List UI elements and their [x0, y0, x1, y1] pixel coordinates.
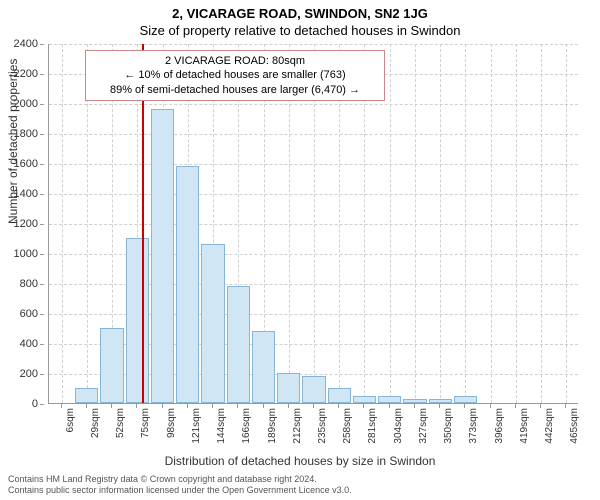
y-tick-label: 200 — [20, 368, 38, 380]
y-tick-label: 2200 — [14, 68, 38, 80]
y-tick-label: 800 — [20, 278, 38, 290]
page-title: 2, VICARAGE ROAD, SWINDON, SN2 1JG — [0, 0, 600, 21]
x-tick-label: 29sqm — [90, 408, 101, 438]
chart-area: 2 VICARAGE ROAD: 80sqm← 10% of detached … — [48, 44, 578, 404]
x-tick-label: 212sqm — [292, 408, 303, 444]
chart-subtitle: Size of property relative to detached ho… — [0, 21, 600, 38]
plot-region: 2 VICARAGE ROAD: 80sqm← 10% of detached … — [48, 44, 578, 404]
x-tick-label: 327sqm — [418, 408, 429, 444]
histogram-bar — [126, 238, 149, 403]
annotation-line: 2 VICARAGE ROAD: 80sqm — [92, 54, 378, 68]
x-tick-label: 465sqm — [569, 408, 580, 444]
y-tick-label: 1600 — [14, 158, 38, 170]
y-tick-label: 1000 — [14, 248, 38, 260]
x-tick-label: 52sqm — [115, 408, 126, 438]
footer-line2: Contains public sector information licen… — [8, 485, 352, 496]
y-tick-label: 1200 — [14, 218, 38, 230]
x-tick-label: 304sqm — [393, 408, 404, 444]
footer-attribution: Contains HM Land Registry data © Crown c… — [8, 474, 352, 496]
histogram-bar — [227, 286, 250, 403]
x-tick-label: 235sqm — [317, 408, 328, 444]
histogram-bar — [403, 399, 426, 404]
x-tick-label: 350sqm — [443, 408, 454, 444]
y-tick-label: 600 — [20, 308, 38, 320]
x-tick-label: 98sqm — [166, 408, 177, 438]
x-tick-label: 144sqm — [216, 408, 227, 444]
x-tick-label: 373sqm — [468, 408, 479, 444]
x-tick-label: 396sqm — [494, 408, 505, 444]
histogram-bar — [429, 399, 452, 404]
y-tick-label: 400 — [20, 338, 38, 350]
x-axis-label: Distribution of detached houses by size … — [0, 454, 600, 468]
x-tick-label: 75sqm — [140, 408, 151, 438]
y-tick-label: 1400 — [14, 188, 38, 200]
annotation-box: 2 VICARAGE ROAD: 80sqm← 10% of detached … — [85, 50, 385, 101]
histogram-bar — [378, 396, 401, 404]
y-tick-label: 2000 — [14, 98, 38, 110]
x-tick-label: 258sqm — [342, 408, 353, 444]
x-tick-label: 166sqm — [241, 408, 252, 444]
histogram-bar — [277, 373, 300, 403]
histogram-bar — [176, 166, 199, 403]
annotation-line: ← 10% of detached houses are smaller (76… — [92, 68, 378, 82]
footer-line1: Contains HM Land Registry data © Crown c… — [8, 474, 352, 485]
x-tick-label: 189sqm — [267, 408, 278, 444]
histogram-bar — [328, 388, 351, 403]
x-tick-label: 442sqm — [544, 408, 555, 444]
histogram-bar — [100, 328, 123, 403]
y-axis-ticks: 0200400600800100012001400160018002000220… — [0, 44, 44, 404]
histogram-bar — [302, 376, 325, 403]
histogram-bar — [454, 396, 477, 404]
histogram-bar — [151, 109, 174, 403]
histogram-bar — [201, 244, 224, 403]
histogram-bar — [252, 331, 275, 403]
y-tick-label: 2400 — [14, 38, 38, 50]
x-tick-label: 6sqm — [65, 408, 76, 432]
y-tick-label: 1800 — [14, 128, 38, 140]
histogram-bar — [75, 388, 98, 403]
x-tick-label: 281sqm — [367, 408, 378, 444]
y-tick-label: 0 — [32, 398, 38, 410]
x-tick-label: 419sqm — [519, 408, 530, 444]
annotation-line: 89% of semi-detached houses are larger (… — [92, 83, 378, 97]
x-tick-label: 121sqm — [191, 408, 202, 444]
histogram-bar — [353, 396, 376, 404]
